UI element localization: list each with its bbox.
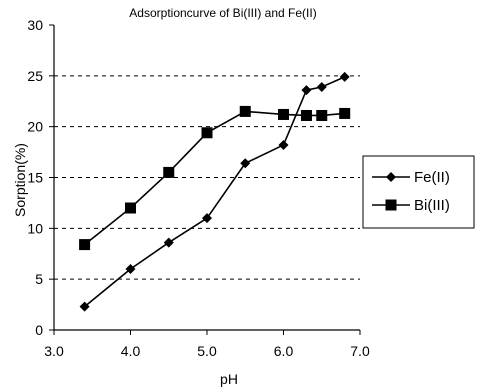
y-tick-label: 25 <box>27 68 43 84</box>
data-point-bi <box>316 109 328 121</box>
y-axis-title: Sorption(%) <box>12 143 28 217</box>
data-point-fe <box>240 158 251 169</box>
data-point-bi <box>79 239 91 251</box>
legend-marker-fe <box>386 172 396 182</box>
data-point-fe <box>163 237 174 248</box>
legend-label-fe: Fe(II) <box>414 169 450 186</box>
data-point-bi <box>201 127 213 139</box>
y-tick-label: 10 <box>27 220 43 236</box>
legend: Fe(II) Bi(III) <box>362 155 475 229</box>
data-point-fe <box>339 71 350 82</box>
series-layer <box>79 71 351 312</box>
chart-title: Adsorptioncurve of Bi(III) and Fe(II) <box>129 6 316 20</box>
y-tick-label: 0 <box>35 322 43 338</box>
data-point-fe <box>125 264 136 274</box>
series-line-bi <box>84 110 345 246</box>
series-fe <box>79 71 350 312</box>
legend-label-bi: Bi(III) <box>414 197 450 214</box>
data-point-fe <box>79 301 90 312</box>
y-tick-label: 5 <box>35 271 43 287</box>
x-tick-label: 5.0 <box>197 343 217 359</box>
data-point-bi <box>163 166 175 178</box>
grid-layer <box>54 75 360 280</box>
data-point-bi <box>239 105 251 117</box>
axes-layer: 0 5 10 15 20 25 30 3.0 4.0 5.0 6.0 7.0 <box>27 17 370 359</box>
x-axis-title: pH <box>220 371 238 387</box>
data-point-bi <box>339 107 351 119</box>
data-point-fe <box>278 139 289 150</box>
x-tick-label: 6.0 <box>274 343 294 359</box>
legend-box <box>362 155 475 229</box>
data-point-bi <box>300 109 312 121</box>
data-point-fe <box>202 213 212 224</box>
legend-marker-bi <box>385 199 397 211</box>
y-tick-label: 30 <box>27 17 43 33</box>
x-tick-label: 3.0 <box>44 343 64 359</box>
x-tick-label: 7.0 <box>350 343 370 359</box>
y-tick-label: 15 <box>27 170 43 186</box>
data-point-bi <box>125 202 136 214</box>
data-point-fe <box>301 85 312 96</box>
x-tick-label: 4.0 <box>121 343 141 359</box>
series-bi <box>79 105 351 251</box>
data-point-fe <box>316 82 327 93</box>
y-tick-label: 20 <box>27 119 43 135</box>
data-point-bi <box>278 108 289 120</box>
